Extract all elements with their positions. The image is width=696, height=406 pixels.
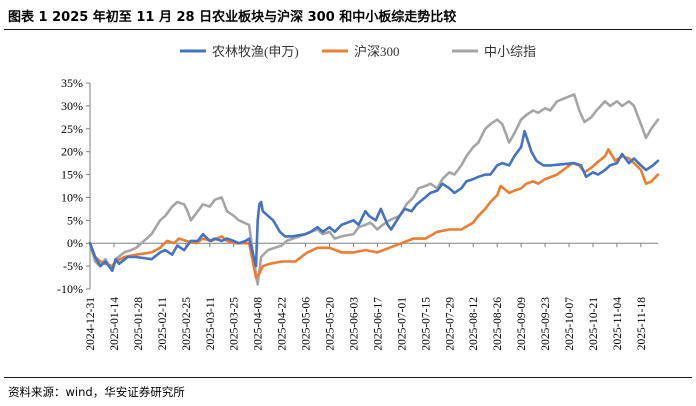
x-tick-label: 2025-03-25	[229, 297, 241, 351]
y-tick-label: 20%	[61, 145, 83, 159]
legend-label: 中小综指	[484, 44, 536, 59]
x-tick-label: 2025-08-26	[492, 297, 504, 351]
y-tick-label: 5%	[67, 213, 83, 227]
x-tick-label: 2025-07-29	[444, 297, 456, 351]
x-tick-label: 2025-09-23	[540, 297, 552, 351]
y-tick-label: -5%	[63, 259, 83, 273]
source-rule	[4, 377, 692, 378]
x-tick-label: 2025-11-04	[612, 297, 624, 350]
x-tick-label: 2025-05-20	[325, 297, 337, 351]
x-tick-label: 2025-08-12	[468, 297, 480, 351]
chart-series	[88, 93, 660, 286]
title-rule	[4, 29, 692, 30]
chart-axes: 35% 30% 25% 20% 15% 10% 5% 0% -5% -10%2024-12-31 2…	[57, 76, 658, 351]
series-line	[88, 129, 660, 272]
figure-title: 图表 1 2025 年初至 11 月 28 日农业板块与沪深 300 和中小板综…	[8, 10, 457, 25]
x-tick-label: 2025-03-11	[205, 297, 217, 350]
x-tick-label: 2025-04-22	[277, 297, 289, 351]
y-tick-label: 30%	[61, 99, 83, 113]
x-tick-label: 2025-06-17	[372, 297, 384, 351]
x-tick-label: 2025-10-07	[564, 297, 576, 351]
x-tick-label: 2025-02-25	[181, 297, 193, 351]
y-tick-label: -10%	[57, 282, 83, 296]
x-tick-label: 2025-10-21	[588, 297, 600, 351]
legend-label: 农林牧渔(申万)	[212, 44, 299, 59]
source-note: 资料来源：wind，华安证券研究所	[8, 385, 185, 399]
x-tick-label: 2025-09-09	[516, 297, 528, 351]
y-tick-label: 15%	[61, 168, 83, 182]
x-tick-label: 2025-07-15	[420, 297, 432, 351]
series-line	[88, 93, 660, 286]
legend-label: 沪深300	[354, 44, 400, 59]
y-tick-label: 0%	[67, 236, 83, 250]
x-tick-label: 2024-12-31	[85, 297, 97, 351]
x-tick-label: 2025-01-28	[133, 297, 145, 351]
x-tick-label: 2025-06-03	[348, 297, 360, 351]
x-tick-label: 2025-02-11	[157, 297, 169, 350]
y-tick-label: 10%	[61, 190, 83, 204]
chart-legend: 农林牧渔(申万) 沪深300 中小综指	[180, 44, 536, 59]
x-tick-label: 2025-05-06	[301, 297, 313, 351]
x-tick-label: 2025-04-08	[253, 297, 265, 351]
x-tick-label: 2025-11-18	[636, 297, 648, 350]
series-line	[88, 148, 660, 279]
y-tick-label: 35%	[61, 76, 83, 90]
x-tick-label: 2025-07-01	[396, 297, 408, 351]
y-tick-label: 25%	[61, 122, 83, 136]
x-tick-label: 2025-01-14	[109, 297, 121, 351]
